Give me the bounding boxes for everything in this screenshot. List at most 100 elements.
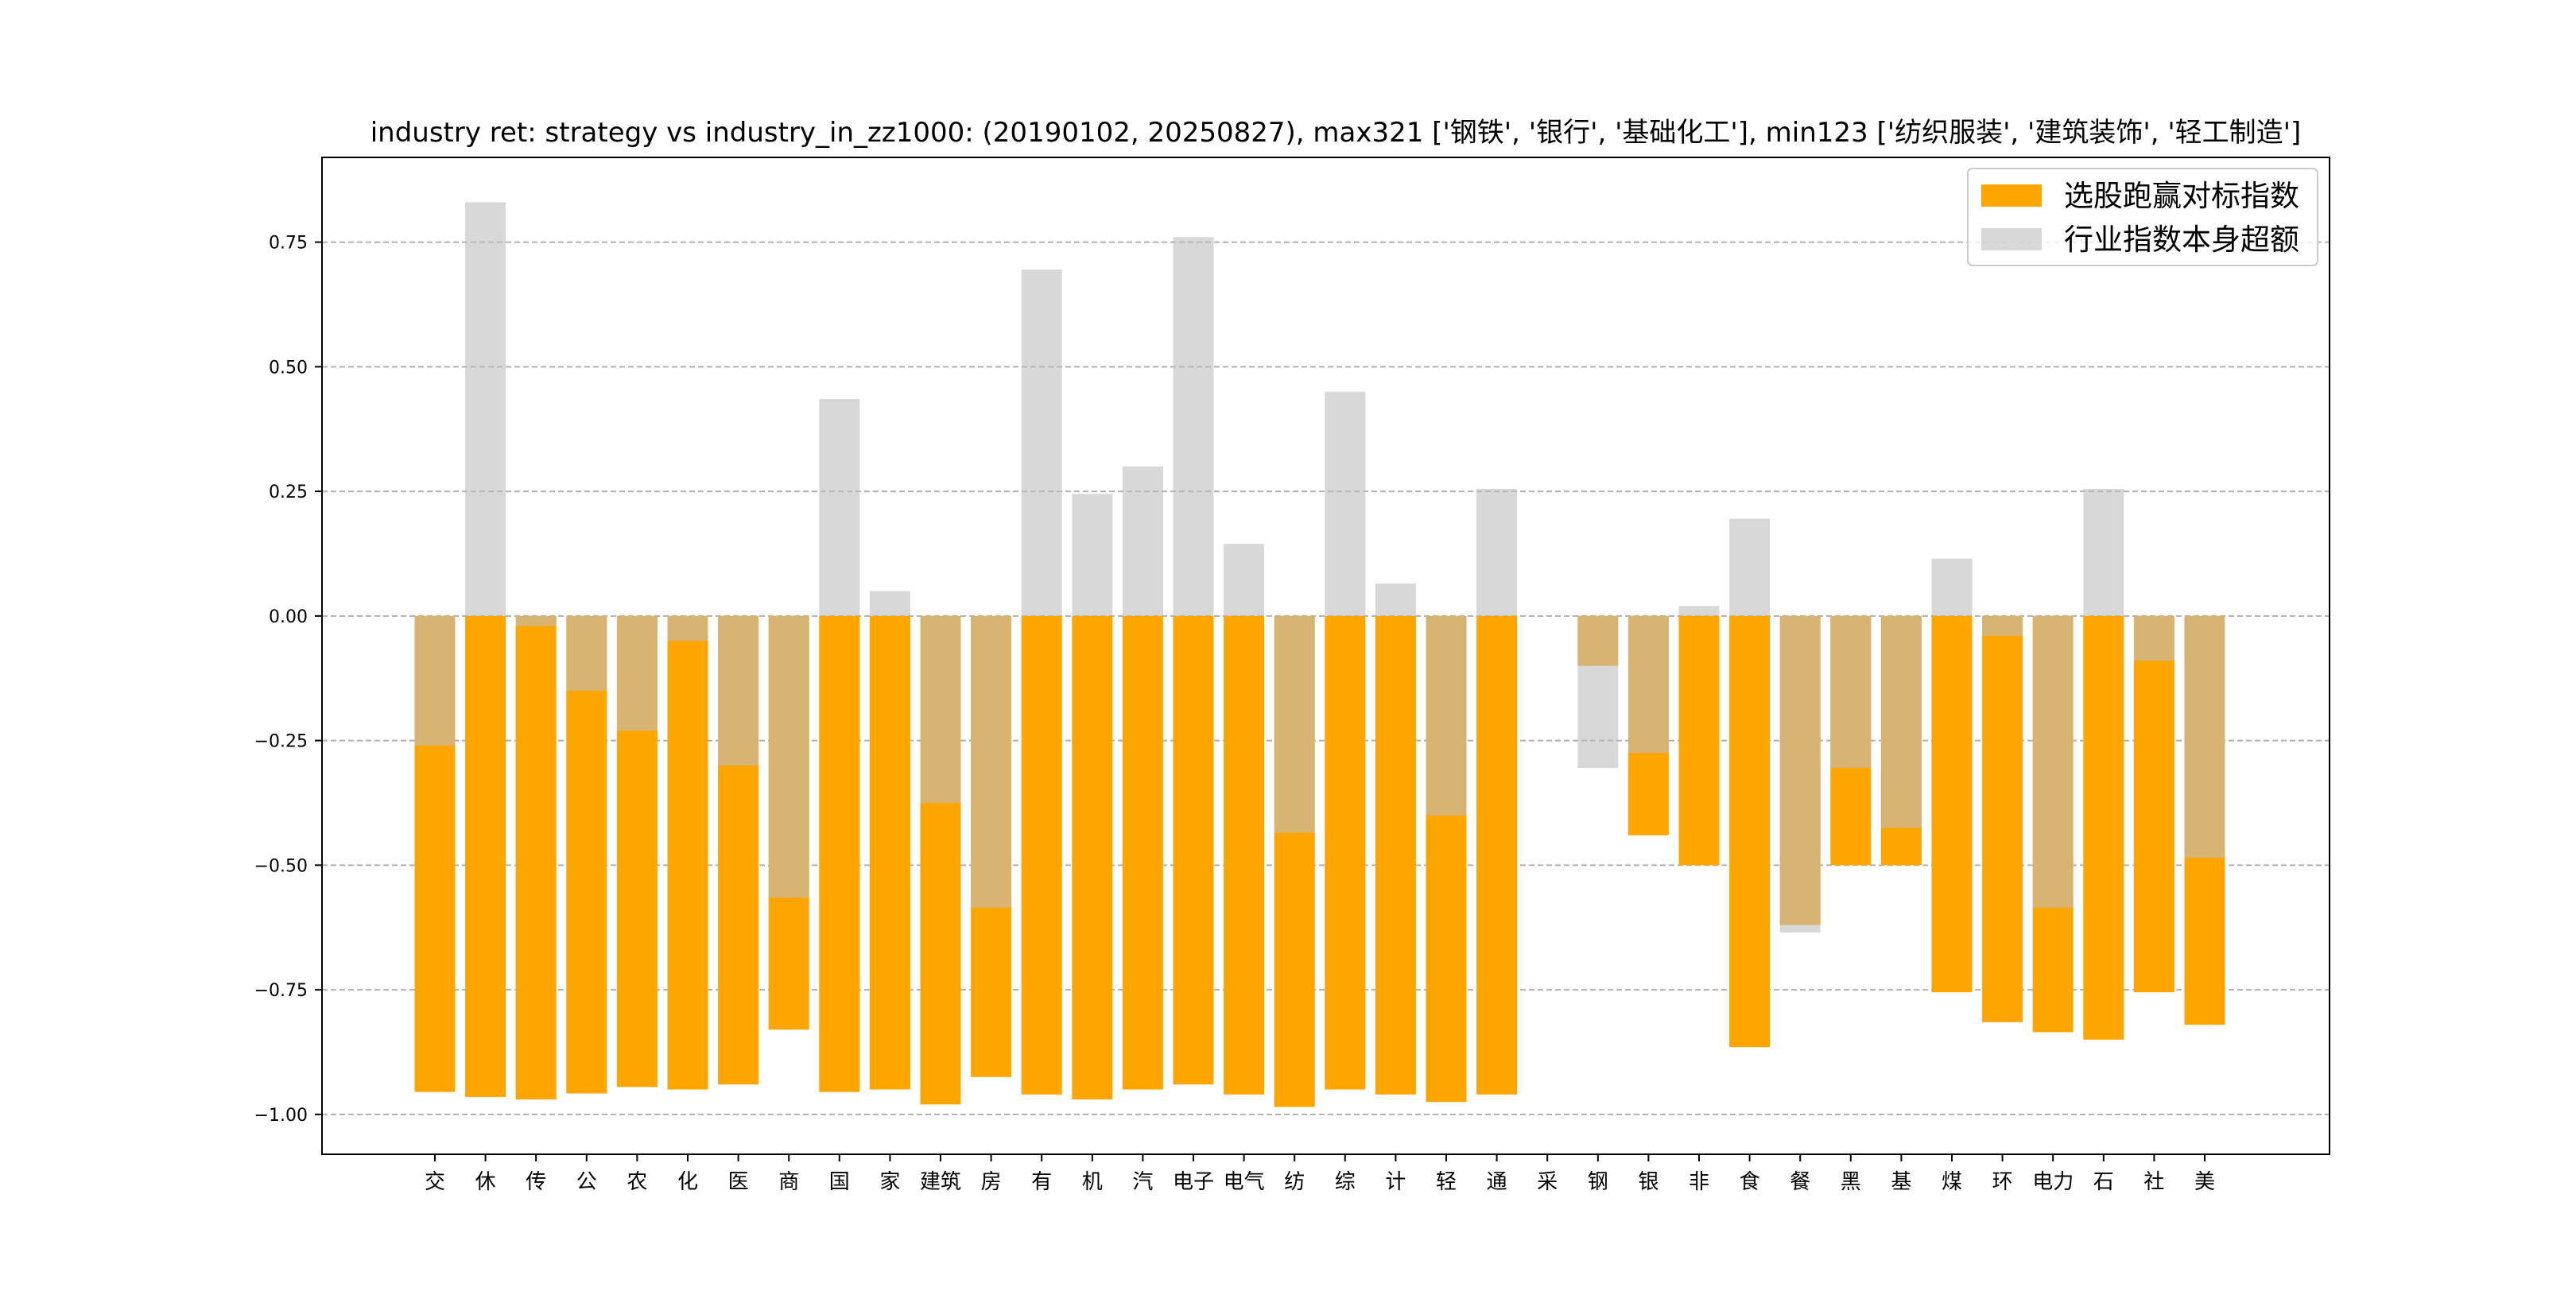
x-tick-label: 电力 [2032, 1170, 2074, 1194]
x-tick-label: 银 [1638, 1170, 1658, 1194]
legend-swatch-industry [1981, 228, 2042, 250]
x-tick-label: 休 [475, 1170, 496, 1194]
x-tick-label: 化 [677, 1170, 698, 1194]
bar-industry [1880, 615, 1922, 828]
bar-strategy [515, 615, 557, 1100]
x-tick-label: 电气 [1224, 1170, 1265, 1194]
bar-industry [1325, 391, 1366, 616]
x-tick-label: 农 [627, 1170, 647, 1194]
bars [414, 202, 2225, 1107]
x-tick-label: 煤 [1942, 1170, 1962, 1194]
bar-industry [566, 615, 607, 691]
legend-swatch-strategy [1981, 184, 2042, 207]
x-tick-label: 商 [778, 1170, 799, 1194]
y-axis-ticks: −1.00 −0.75 −0.50 −0.25 0.00 0.25 0.50 0.75 [254, 234, 322, 1126]
x-tick-label: 综 [1335, 1170, 1356, 1194]
bar-industry [1931, 558, 1973, 616]
x-tick-label: 计 [1385, 1170, 1406, 1194]
bar-industry [1779, 615, 1821, 932]
x-tick-label: 轻 [1436, 1170, 1457, 1194]
plot-frame [321, 157, 2330, 1155]
x-tick-label: 黑 [1841, 1170, 1861, 1194]
bar-industry [920, 615, 961, 803]
y-tick-label: −0.50 [254, 856, 308, 876]
bar-industry [869, 591, 910, 616]
bar-strategy [819, 615, 860, 1092]
legend-label-strategy: 选股跑赢对标指数 [2064, 179, 2299, 213]
y-tick-label: 0.25 [269, 483, 308, 502]
bar-strategy [1729, 615, 1771, 1048]
x-tick-label: 纺 [1284, 1170, 1305, 1194]
x-tick-label: 通 [1487, 1170, 1507, 1194]
x-tick-label: 机 [1082, 1170, 1103, 1194]
legend-box [1967, 168, 2318, 266]
y-tick-label: −1.00 [254, 1106, 308, 1126]
bar-strategy [1224, 615, 1265, 1095]
bar-industry [2083, 488, 2124, 616]
bar-strategy [1931, 615, 1973, 993]
y-tick-label: −0.25 [254, 732, 308, 752]
y-tick-label: 0.50 [269, 358, 308, 378]
bar-industry [2032, 615, 2074, 908]
bar-strategy [465, 615, 506, 1097]
bar-industry [465, 202, 506, 616]
x-tick-label: 电子 [1173, 1170, 1214, 1194]
y-tick-label: 0.75 [269, 234, 308, 254]
bar-industry [1426, 615, 1467, 816]
bar-strategy [1122, 615, 1163, 1090]
bar-industry [819, 399, 860, 616]
x-tick-label: 建筑 [920, 1170, 961, 1194]
bar-strategy [2133, 615, 2174, 993]
bar-industry [1982, 615, 2023, 636]
bar-industry [515, 615, 557, 626]
x-tick-label: 环 [1992, 1170, 2013, 1194]
x-tick-label: 传 [526, 1170, 546, 1194]
bar-strategy [2083, 615, 2124, 1040]
bar-strategy [1476, 615, 1518, 1095]
legend: 选股跑赢对标指数 行业指数本身超额 [1967, 168, 2318, 266]
bar-industry [1577, 615, 1619, 769]
y-tick-label: −0.75 [254, 981, 308, 1001]
bar-strategy [1375, 615, 1416, 1095]
x-tick-label: 美 [2194, 1170, 2215, 1194]
x-tick-label: 公 [576, 1170, 597, 1194]
bar-industry [1627, 615, 1669, 754]
x-tick-label: 房 [981, 1170, 1002, 1194]
bar-strategy [667, 615, 708, 1090]
bar-industry [414, 615, 456, 746]
bar-industry [1122, 466, 1163, 616]
bar-strategy [1678, 615, 1720, 866]
bar-industry [718, 615, 759, 766]
x-tick-label: 钢 [1588, 1170, 1608, 1194]
bar-industry [1830, 615, 1872, 769]
bar-industry [2184, 615, 2225, 858]
bar-industry [1173, 237, 1214, 616]
bar-industry [1021, 269, 1062, 616]
x-tick-label: 家 [879, 1170, 900, 1194]
x-tick-label: 国 [829, 1170, 850, 1194]
bar-strategy [1072, 615, 1113, 1100]
x-tick-label: 交 [425, 1170, 445, 1194]
bar-strategy [869, 615, 910, 1090]
x-tick-label: 采 [1537, 1170, 1558, 1194]
x-tick-label: 餐 [1790, 1170, 1810, 1194]
bar-industry [1375, 583, 1416, 616]
bar-industry [1274, 615, 1315, 833]
bar-strategy [1325, 615, 1366, 1090]
x-tick-label: 基 [1891, 1170, 1911, 1194]
bar-industry [971, 615, 1012, 908]
bar-strategy [1982, 615, 2023, 1022]
bar-strategy [566, 615, 607, 1094]
bar-industry [1678, 606, 1720, 616]
legend-label-industry: 行业指数本身超额 [2064, 223, 2299, 257]
bar-industry [1729, 518, 1771, 616]
bar-industry [616, 615, 658, 731]
x-tick-label: 食 [1740, 1170, 1760, 1194]
bar-industry [1224, 543, 1265, 616]
x-tick-label: 社 [2143, 1170, 2164, 1194]
bar-industry [667, 615, 708, 642]
bar-industry [2133, 615, 2174, 661]
x-tick-label: 有 [1031, 1170, 1052, 1194]
